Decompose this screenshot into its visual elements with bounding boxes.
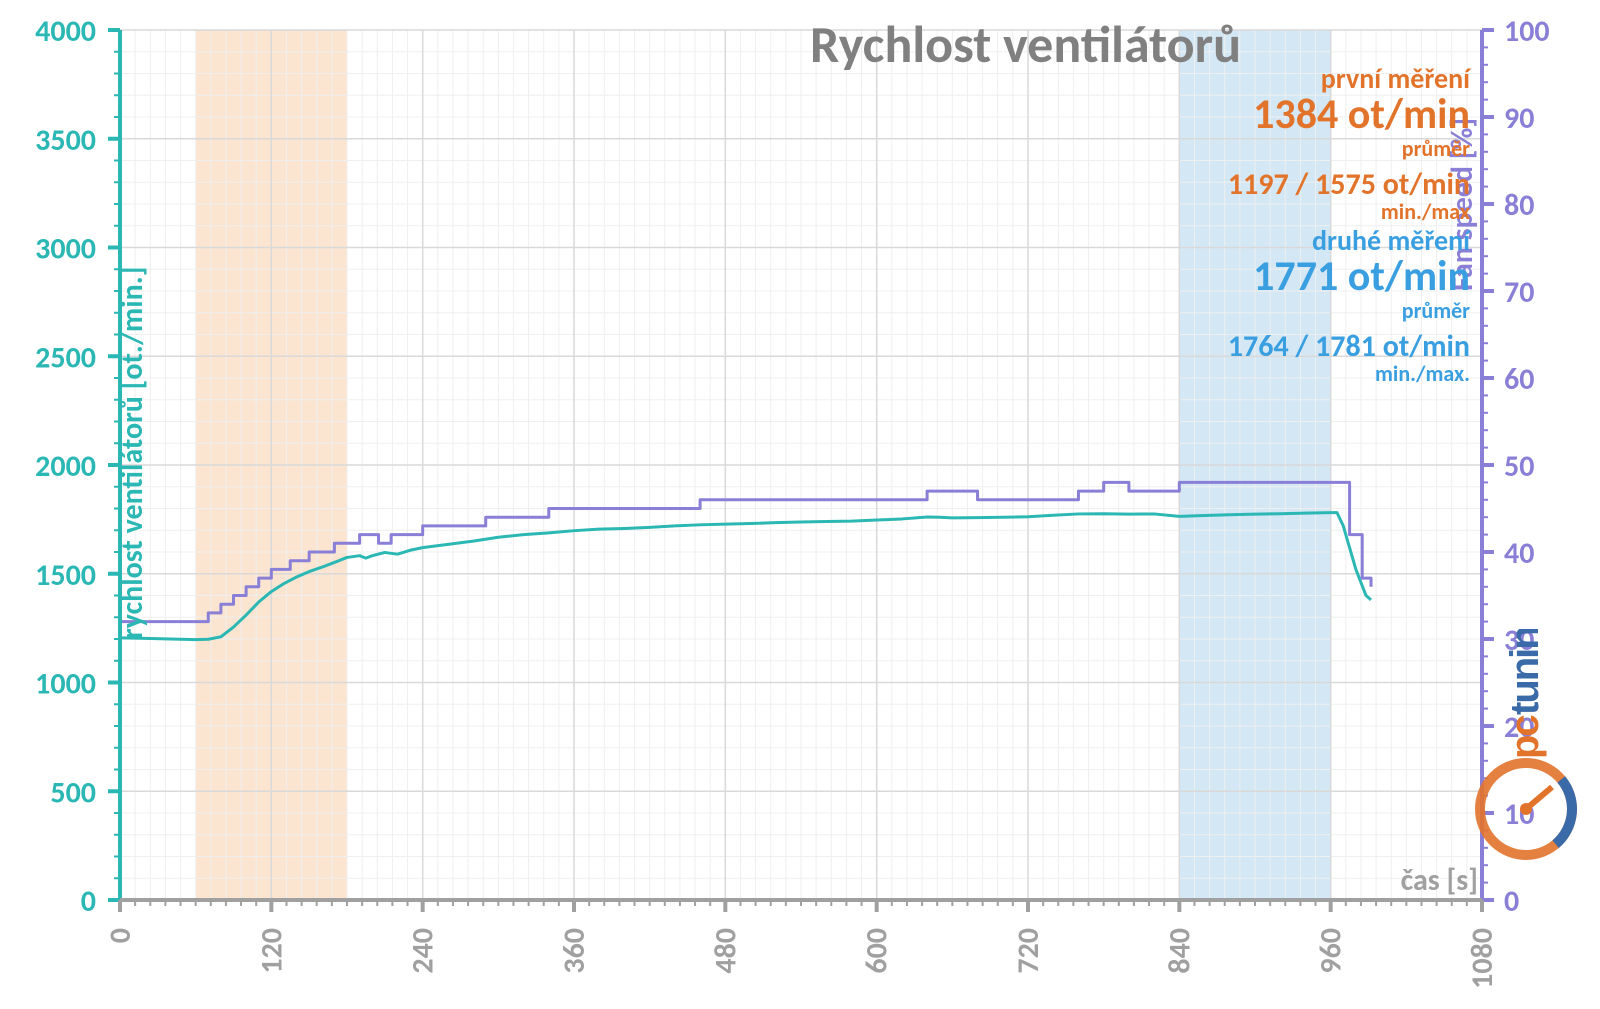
svg-text:480: 480 (707, 928, 744, 974)
chart-title: Rychlost ventilátorů (810, 12, 1241, 76)
svg-text:rychlost ventilátorů [ot./min.: rychlost ventilátorů [ot./min.] (114, 267, 151, 639)
svg-text:10: 10 (1504, 796, 1534, 833)
svg-text:60: 60 (1504, 361, 1534, 398)
svg-text:30: 30 (1504, 622, 1534, 659)
svg-text:80: 80 (1504, 187, 1534, 224)
svg-text:90: 90 (1504, 100, 1534, 137)
svg-text:70: 70 (1504, 274, 1534, 311)
svg-text:240: 240 (405, 928, 442, 974)
svg-text:0: 0 (1504, 883, 1519, 920)
svg-text:600: 600 (859, 928, 896, 974)
annot-first-value: 1384 ot/min (1228, 93, 1470, 137)
svg-text:2000: 2000 (35, 448, 96, 485)
svg-text:360: 360 (556, 928, 593, 974)
svg-text:1500: 1500 (35, 557, 96, 594)
annot-first-range-sub: min./max (1228, 200, 1470, 223)
svg-text:50: 50 (1504, 448, 1534, 485)
svg-text:3500: 3500 (35, 122, 96, 159)
annot-first-avg: průměr (1228, 137, 1470, 160)
fan-speed-chart: 05001000150020002500300035004000rychlost… (0, 0, 1600, 1009)
svg-text:0: 0 (102, 928, 139, 943)
svg-text:2500: 2500 (35, 339, 96, 376)
svg-text:0: 0 (81, 883, 96, 920)
svg-text:720: 720 (1010, 928, 1047, 974)
annotation-first-measurement: první měření 1384 ot/min průměr 1197 / 1… (1228, 64, 1470, 223)
annot-second-avg: průměr (1228, 299, 1470, 322)
svg-text:960: 960 (1313, 928, 1350, 974)
svg-text:4000: 4000 (35, 13, 96, 50)
svg-text:840: 840 (1161, 928, 1198, 974)
annot-first-range: 1197 / 1575 ot/min (1228, 169, 1470, 201)
svg-text:čas [s]: čas [s] (1401, 862, 1478, 899)
svg-text:120: 120 (253, 928, 290, 974)
svg-text:20: 20 (1504, 709, 1534, 746)
annot-second-range-sub: min./max. (1228, 362, 1470, 385)
svg-text:1080: 1080 (1464, 928, 1501, 989)
svg-text:3000: 3000 (35, 231, 96, 268)
svg-text:1000: 1000 (35, 666, 96, 703)
svg-text:100: 100 (1504, 13, 1550, 50)
svg-text:40: 40 (1504, 535, 1534, 572)
svg-text:500: 500 (50, 774, 96, 811)
annot-second-range: 1764 / 1781 ot/min (1228, 331, 1470, 363)
annot-second-value: 1771 ot/min (1228, 255, 1470, 299)
annotation-second-measurement: druhé měření 1771 ot/min průměr 1764 / 1… (1228, 226, 1470, 385)
